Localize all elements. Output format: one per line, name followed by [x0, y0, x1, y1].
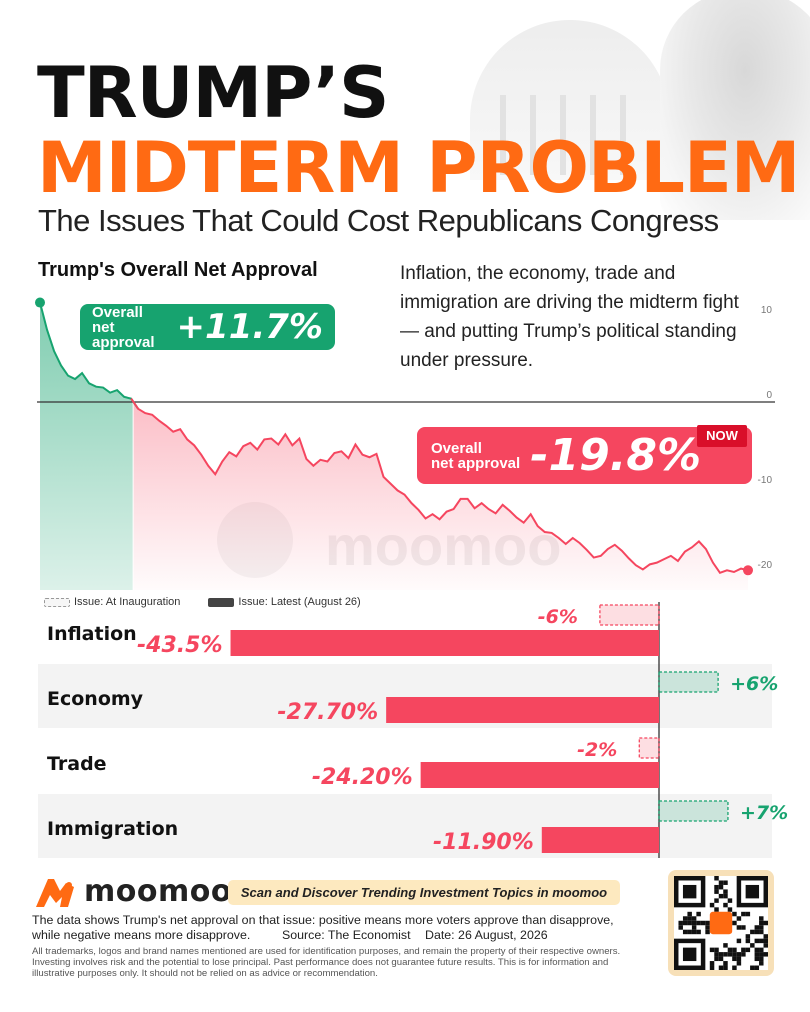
start-point [35, 297, 45, 308]
dome-column [590, 95, 596, 175]
chart-heading: Trump's Overall Net Approval [38, 259, 318, 281]
start-badge-label-line2: net approval [92, 318, 155, 351]
end-badge-label-line2: net approval [431, 454, 521, 472]
dome-column [620, 95, 626, 175]
subtitle: The Issues That Could Cost Republicans C… [38, 203, 719, 238]
footer-brand: moomoo [32, 873, 232, 909]
y-tick-label: -10 [758, 475, 773, 486]
source-text: Source: The Economist [282, 928, 411, 942]
start-approval-badge: Overall net approval +11.7% [80, 304, 335, 350]
now-tag: NOW [697, 425, 747, 447]
date-text: Date: 26 August, 2026 [425, 928, 548, 942]
category-label: Trade [47, 753, 107, 775]
legend-latest-label: Issue: Latest (August 26) [238, 596, 361, 608]
category-label: Economy [47, 688, 144, 710]
net-approval-line-chart: moomoo 100-10-20 [35, 297, 775, 590]
y-tick-label: 0 [766, 390, 772, 401]
end-badge-label-line1: Overall [431, 439, 482, 457]
latest-bar [386, 697, 659, 723]
legend-swatch-dashed [44, 597, 70, 607]
qr-center-logo [709, 911, 733, 935]
legend-swatch-solid [208, 597, 235, 607]
start-badge-value: +11.7% [176, 307, 323, 347]
current-approval-badge: Overall net approval -19.8% [417, 427, 752, 484]
qr-code[interactable] [674, 876, 768, 970]
negative-line [130, 398, 749, 575]
disclaimer: All trademarks, logos and brand names me… [32, 946, 621, 979]
inauguration-value-label: +7% [740, 802, 788, 824]
positive-area [40, 302, 134, 590]
scan-prompt: Scan and Discover Trending Investment To… [228, 880, 620, 905]
latest-bar [230, 630, 659, 656]
category-label: Inflation [47, 623, 137, 645]
category-label: Immigration [47, 818, 178, 840]
negative-area [133, 402, 748, 590]
legend-latest: Issue: Latest (August 26) [208, 596, 361, 608]
inauguration-bar [599, 604, 660, 626]
end-badge-label: Overall net approval [431, 441, 520, 471]
portrait-photo [660, 0, 810, 220]
latest-value-label: -11.90% [433, 830, 534, 855]
legend-inauguration: Issue: At Inauguration [44, 596, 180, 608]
legend-inauguration-label: Issue: At Inauguration [74, 596, 181, 608]
moomoo-logo-icon [36, 879, 74, 907]
latest-value-label: -43.5% [137, 633, 222, 658]
inauguration-value-label: -6% [538, 606, 578, 628]
inauguration-value-label: -2% [577, 739, 617, 761]
inauguration-bar [638, 737, 660, 759]
latest-value-label: -27.70% [277, 700, 378, 725]
start-badge-label-line1: Overall [92, 303, 143, 321]
chart-description: Inflation, the economy, trade and immigr… [400, 263, 739, 371]
title-line-2: MIDTERM PROBLEM [37, 127, 800, 209]
end-point [743, 565, 753, 576]
footer-note: The data shows Trump's net approval on t… [32, 913, 614, 942]
brand-name: moomoo [84, 873, 232, 909]
start-badge-label: Overall net approval [92, 305, 167, 350]
bar-legend: Issue: At Inauguration Issue: Latest (Au… [44, 596, 389, 608]
positive-line [39, 302, 139, 410]
end-badge-value: -19.8% [530, 430, 702, 481]
latest-bar [541, 827, 659, 853]
title-line-1: TRUMP’S [37, 52, 389, 134]
dome-column [560, 95, 566, 175]
y-tick-label: 10 [761, 305, 773, 316]
inauguration-value-label: +6% [730, 673, 778, 695]
issue-approval-bar-chart: Inflation -6% -43.5% Economy +6% -27.70% Trade… [38, 602, 788, 858]
dome-column [530, 95, 536, 175]
inauguration-bar [658, 671, 719, 693]
y-tick-label: -20 [758, 560, 773, 571]
latest-bar [420, 762, 659, 788]
header-background [430, 0, 810, 230]
latest-value-label: -24.20% [312, 765, 413, 790]
dome-column [500, 95, 506, 175]
inauguration-bar [658, 800, 729, 822]
